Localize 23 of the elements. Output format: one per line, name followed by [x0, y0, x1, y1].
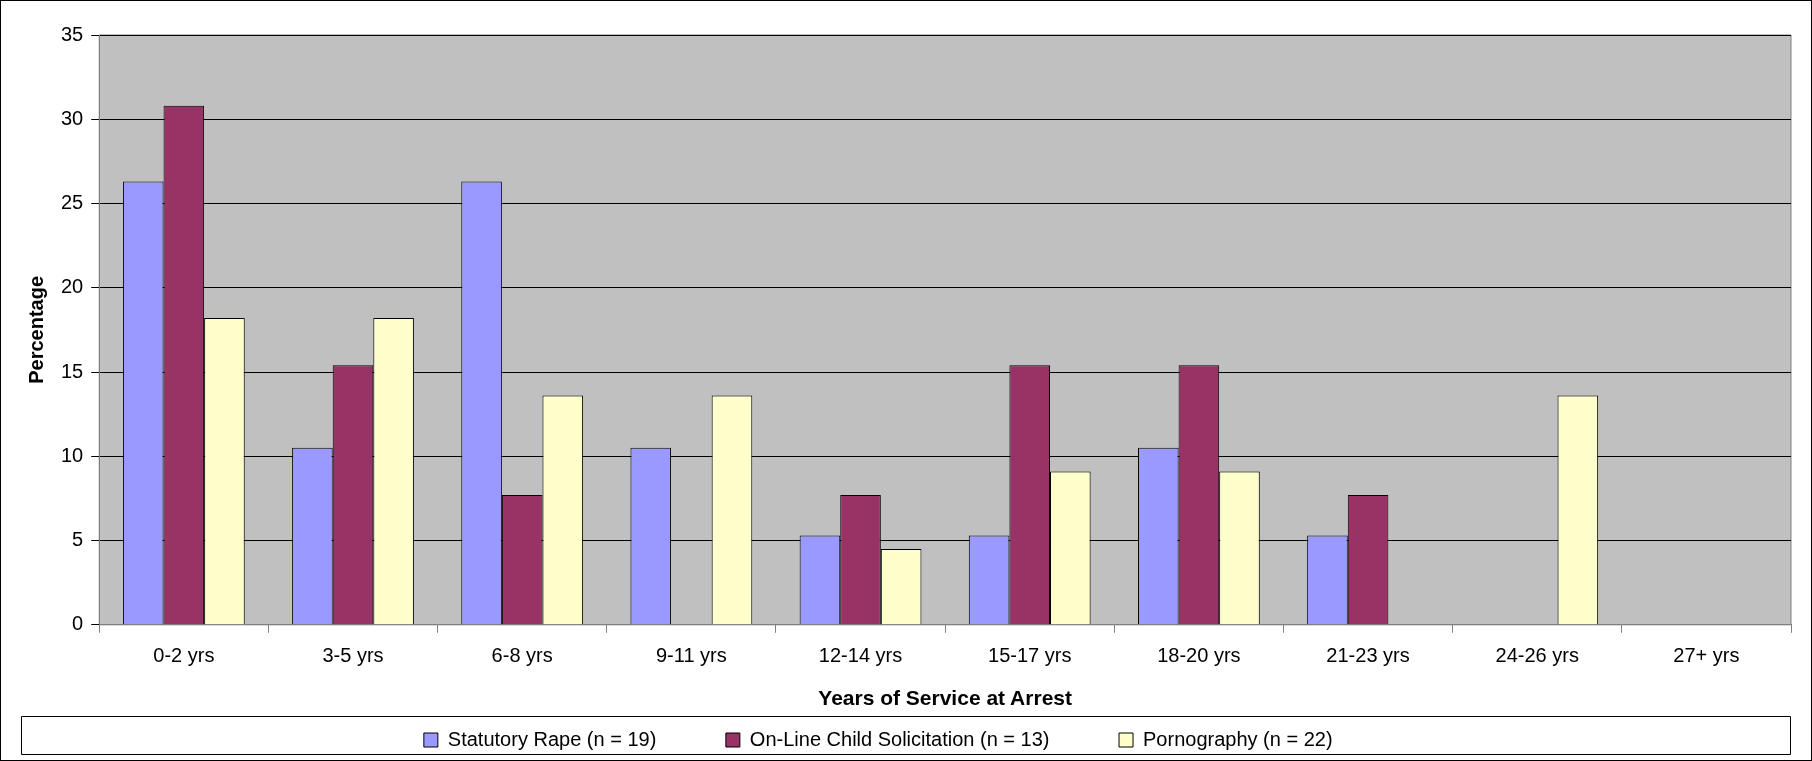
legend-label: Statutory Rape (n = 19) [447, 727, 712, 750]
x-tick-label: 3-5 yrs [322, 644, 384, 667]
y-tick-label: 20 [61, 275, 84, 298]
y-tick-label: 5 [72, 528, 84, 551]
y-tick-label: 0 [72, 612, 84, 635]
y-tick-label: 35 [61, 22, 84, 45]
y-tick-label: 25 [61, 191, 84, 214]
x-tick-label: 27+ yrs [1673, 644, 1740, 667]
x-tick-label: 12-14 yrs [818, 644, 903, 667]
x-tick-label: 0-2 yrs [153, 644, 215, 667]
y-tick-label: 30 [61, 106, 84, 129]
y-axis-title: Percentage [24, 275, 47, 384]
x-tick-label: 6-8 yrs [491, 644, 553, 667]
x-axis-title: Years of Service at Arrest [818, 686, 1072, 710]
y-tick-label: 15 [61, 359, 84, 382]
x-tick-label: 9-11 yrs [655, 644, 727, 667]
legend-label: Pornography (n = 22) [1143, 727, 1389, 750]
legend-label: On-Line Child Solicitation (n = 13) [749, 727, 1106, 750]
x-tick-label: 15-17 yrs [988, 644, 1072, 667]
y-tick-label: 10 [61, 443, 84, 466]
x-tick-label: 21-23 yrs [1326, 644, 1410, 667]
x-tick-label: 18-20 yrs [1157, 644, 1241, 667]
x-tick-label: 24-26 yrs [1495, 644, 1579, 667]
